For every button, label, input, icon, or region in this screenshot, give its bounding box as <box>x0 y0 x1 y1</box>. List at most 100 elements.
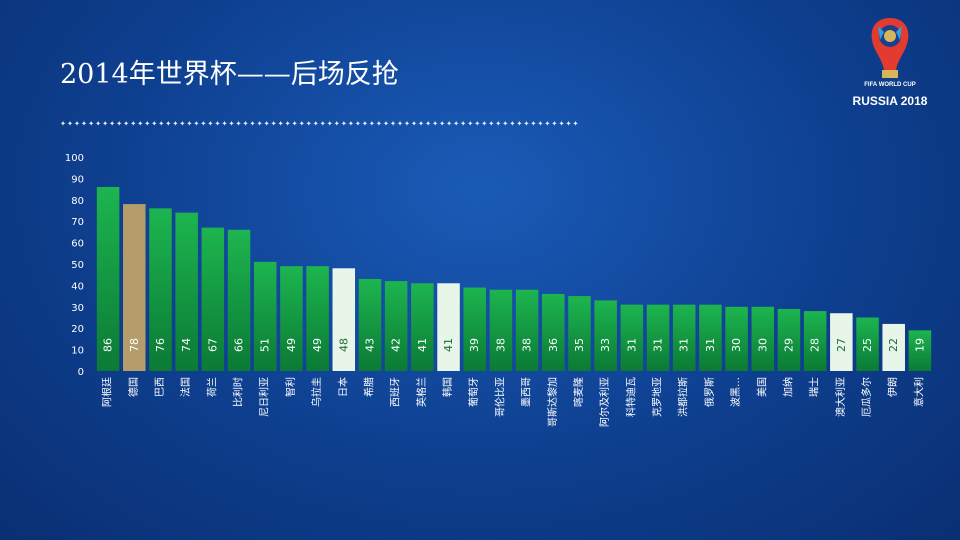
bar-value-label: 19 <box>913 338 926 352</box>
x-tick-label: 希腊 <box>362 377 375 397</box>
bar-value-label: 35 <box>573 338 586 352</box>
x-tick-label: 荷兰 <box>205 377 218 397</box>
decorative-divider: ✦✦✦✦✦✦✦✦✦✦✦✦✦✦✦✦✦✦✦✦✦✦✦✦✦✦✦✦✦✦✦✦✦✦✦✦✦✦✦✦… <box>60 118 580 129</box>
bar-value-label: 51 <box>259 338 272 352</box>
y-tick-label: 0 <box>78 367 84 378</box>
bar <box>149 208 172 371</box>
y-tick-label: 10 <box>71 346 84 357</box>
x-tick-label: 喀麦隆 <box>572 377 585 407</box>
x-tick-label: 厄瓜多尔 <box>860 377 873 417</box>
logo-line-2: RUSSIA 2018 <box>852 94 928 108</box>
x-tick-label: 比利时 <box>233 377 245 407</box>
bar-value-label: 33 <box>599 338 612 352</box>
bar-value-label: 22 <box>887 338 900 352</box>
x-tick-label: 智利 <box>284 377 297 397</box>
bar-value-label: 30 <box>756 338 769 352</box>
x-tick-label: 瑞士 <box>808 377 821 397</box>
bar-value-label: 41 <box>416 338 429 352</box>
y-tick-label: 30 <box>71 303 84 314</box>
x-tick-label: 韩国 <box>441 377 454 397</box>
bar <box>830 313 853 371</box>
y-tick-label: 70 <box>71 217 84 228</box>
x-tick-label: 哥伦比亚 <box>493 377 506 417</box>
bar-value-label: 76 <box>154 338 167 352</box>
x-tick-label: 日本 <box>336 377 349 397</box>
bar <box>201 227 225 371</box>
bar-value-label: 66 <box>233 338 246 352</box>
bar <box>253 261 277 371</box>
bar-value-label: 31 <box>678 338 691 352</box>
bar-value-label: 78 <box>128 338 141 352</box>
x-axis: 阿根廷 德国 巴西 法国 荷兰 比利时 尼日利亚 智利 乌拉圭 日本 希腊 西班牙 英格兰 韩国 葡萄牙 哥伦… <box>101 377 926 427</box>
x-tick-label: 巴西 <box>154 377 166 397</box>
x-tick-label: 澳大利亚 <box>834 377 847 417</box>
y-tick-label: 100 <box>65 153 84 164</box>
x-tick-label: 尼日利亚 <box>259 377 271 417</box>
bar <box>384 281 408 371</box>
bar <box>332 268 356 371</box>
bar-value-label: 31 <box>625 338 638 352</box>
bar-value-label: 31 <box>652 338 665 352</box>
bar-value-label: 27 <box>835 338 848 352</box>
y-tick-label: 60 <box>71 239 84 250</box>
bar <box>646 304 670 371</box>
x-tick-label: 洪都拉斯 <box>677 377 690 417</box>
x-tick-label: 哥斯达黎加 <box>546 377 559 427</box>
x-tick-label: 德国 <box>127 377 140 397</box>
x-tick-label: 法国 <box>179 377 192 397</box>
bar-value-label: 86 <box>102 338 115 352</box>
bar-value-label: 49 <box>285 338 298 352</box>
x-tick-label: 加纳 <box>781 377 794 397</box>
bar <box>777 308 801 371</box>
bar-value-label: 28 <box>809 338 822 352</box>
bar <box>751 306 775 371</box>
bars-group: 86 78 76 74 67 66 51 49 49 48 43 42 41 41 39 38 38 36 35 33… <box>96 186 932 371</box>
y-tick-label: 40 <box>71 281 84 292</box>
x-tick-label: 墨西哥 <box>521 377 533 407</box>
bar <box>489 289 513 371</box>
bar-value-label: 49 <box>311 338 324 352</box>
bar <box>568 296 591 371</box>
x-tick-label: 波黑… <box>729 377 742 407</box>
x-tick-label: 英格兰 <box>415 377 428 407</box>
y-tick-label: 20 <box>71 324 84 335</box>
x-tick-label: 葡萄牙 <box>467 377 480 407</box>
bar <box>542 293 565 371</box>
bar-value-label: 31 <box>704 338 717 352</box>
bar-value-label: 30 <box>730 338 743 352</box>
trophy-icon <box>871 18 909 78</box>
x-tick-label: 美国 <box>755 377 768 397</box>
bar-value-label: 48 <box>337 338 350 352</box>
bar-value-label: 43 <box>363 338 376 352</box>
bar-value-label: 38 <box>521 338 534 352</box>
bar <box>725 306 748 371</box>
y-tick-label: 80 <box>71 196 84 207</box>
world-cup-logo: FIFA WORLD CUP RUSSIA 2018 <box>842 14 938 114</box>
x-tick-label: 阿根廷 <box>101 377 114 407</box>
x-tick-label: 阿尔及利亚 <box>598 377 611 427</box>
bar <box>463 287 486 371</box>
bar <box>803 311 827 371</box>
x-tick-label: 俄罗斯 <box>703 377 716 407</box>
bar <box>908 330 932 371</box>
bar <box>227 229 251 371</box>
bar <box>620 304 644 371</box>
bar <box>96 186 120 371</box>
bar-value-label: 67 <box>206 338 219 352</box>
bar-value-label: 38 <box>494 338 507 352</box>
x-tick-label: 意大利 <box>912 377 925 407</box>
bar <box>358 278 382 371</box>
x-tick-label: 西班牙 <box>390 377 402 407</box>
bar-value-label: 36 <box>547 338 560 352</box>
bar <box>699 304 722 371</box>
bar-value-label: 39 <box>468 338 481 352</box>
bar <box>672 304 696 371</box>
bar-value-label: 41 <box>442 338 455 352</box>
bar-value-label: 25 <box>861 338 874 352</box>
y-axis: 0 10 20 30 40 50 60 70 80 90 100 <box>65 153 84 378</box>
y-tick-label: 90 <box>71 174 84 185</box>
x-tick-label: 克罗地亚 <box>651 377 664 417</box>
bar <box>306 266 329 371</box>
page-title: 2014年世界杯——后场反抢 <box>60 59 399 90</box>
